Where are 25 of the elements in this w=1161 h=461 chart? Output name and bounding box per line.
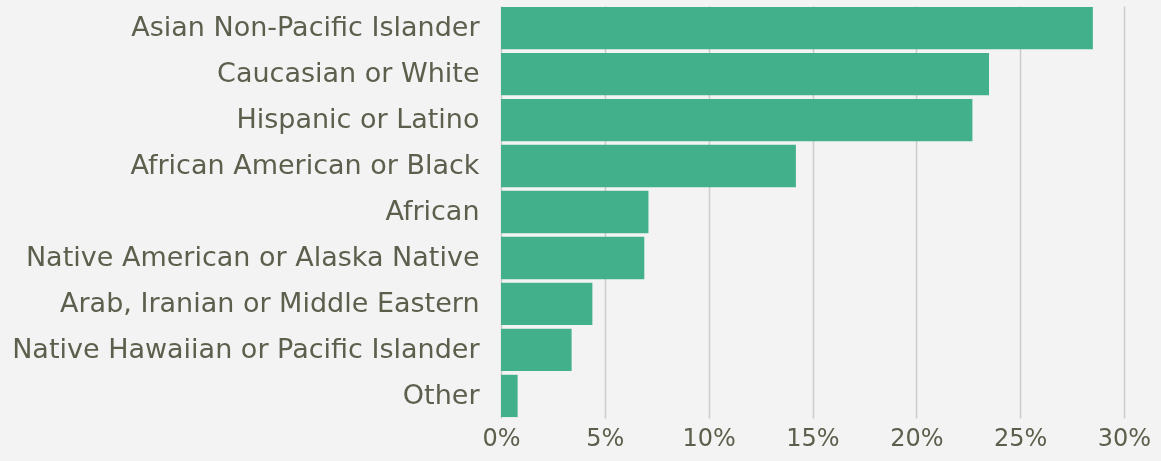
y-tick-label: Caucasian or White	[217, 57, 480, 89]
bar	[501, 52, 990, 96]
x-tick-label: 20%	[890, 423, 944, 452]
bar	[501, 6, 1093, 50]
x-tick-label: 5%	[586, 423, 625, 452]
bar	[501, 282, 593, 326]
bar	[501, 236, 645, 280]
bar	[501, 98, 973, 142]
y-tick-label: Native American or Alaska Native	[25, 240, 480, 272]
y-tick-label: Arab, Iranian or Middle Eastern	[60, 286, 480, 318]
x-tick-label: 10%	[682, 423, 736, 452]
x-tick-label: 15%	[786, 423, 840, 452]
y-tick-label: Hispanic or Latino	[236, 103, 480, 135]
x-tick-label: 30%	[1097, 423, 1152, 452]
bar	[501, 144, 796, 188]
x-tick-label: 0%	[482, 423, 521, 452]
bar	[501, 328, 572, 372]
y-tick-label: African American or Black	[130, 149, 480, 181]
bar	[501, 374, 518, 418]
y-tick-label: African	[385, 195, 480, 226]
y-tick-label: Asian Non-Pacific Islander	[131, 11, 481, 43]
x-tick-label: 25%	[993, 423, 1048, 452]
y-tick-label: Native Hawaiian or Pacific Islander	[12, 332, 481, 364]
bar	[501, 190, 649, 234]
y-tick-label: Other	[402, 378, 481, 410]
